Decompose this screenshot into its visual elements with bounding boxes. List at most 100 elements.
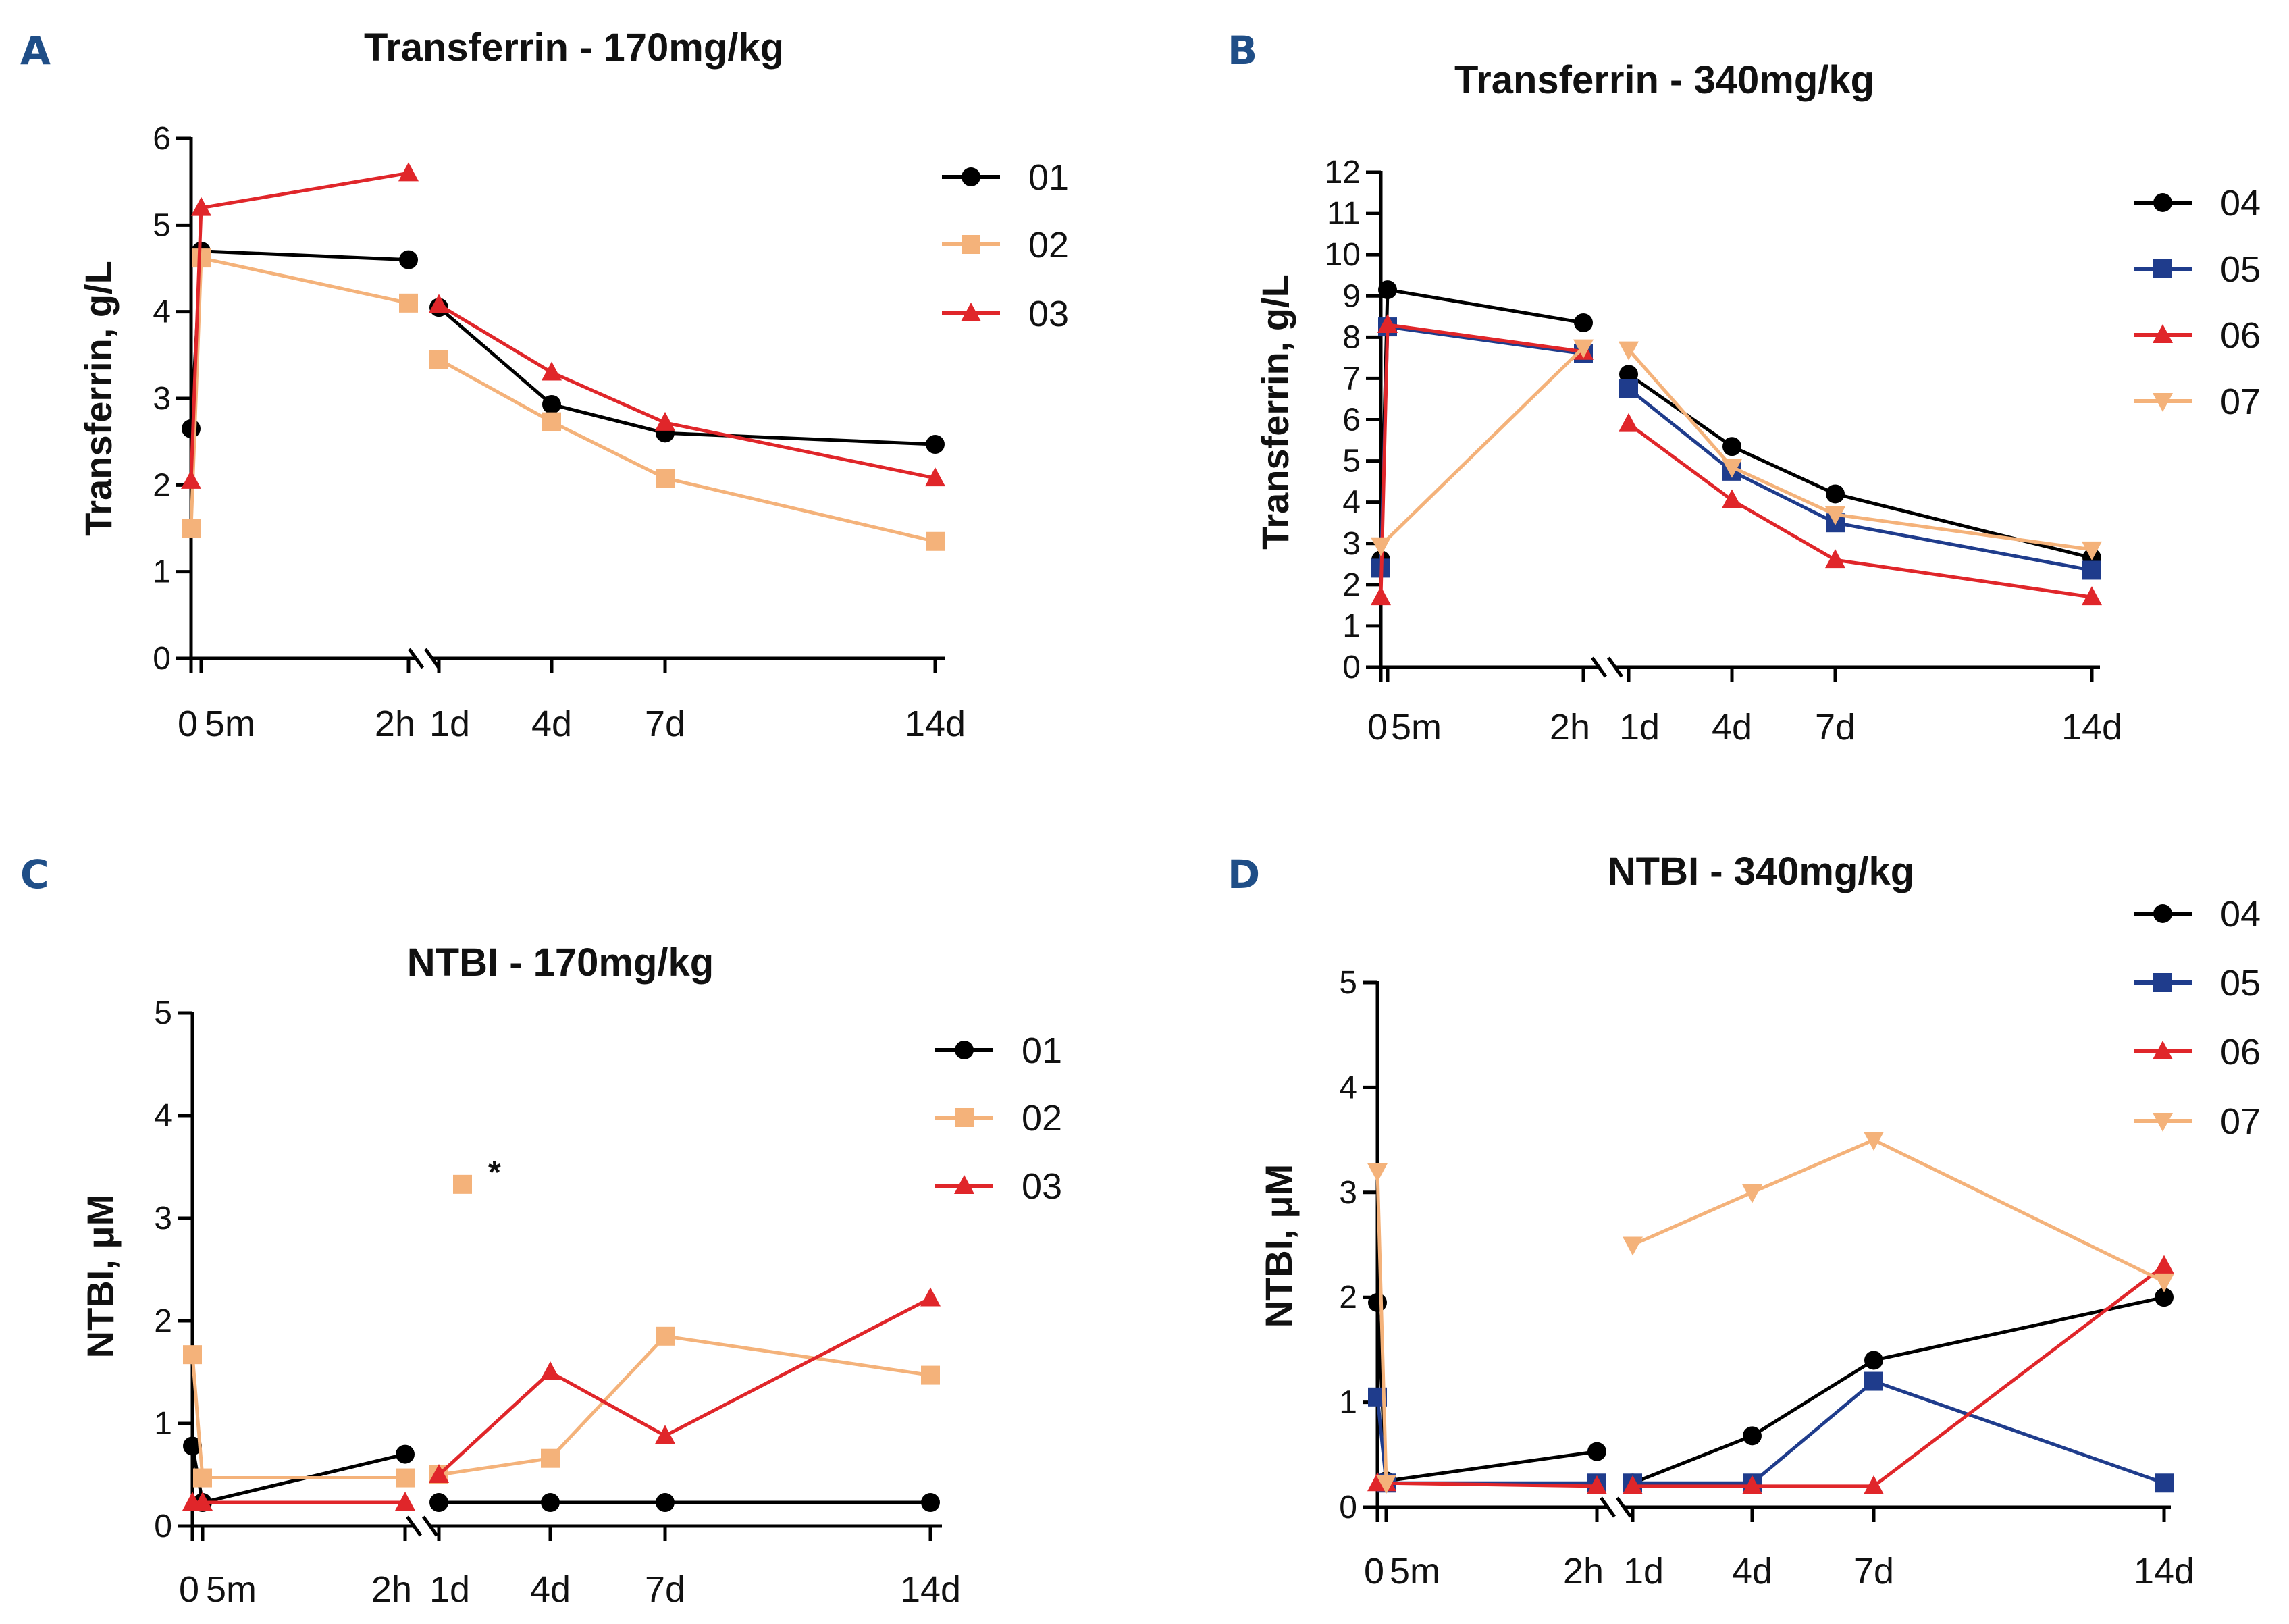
data-point-03 [920, 1287, 941, 1307]
data-point-07 [1367, 1163, 1388, 1182]
data-point-04 [1619, 365, 1638, 384]
x-tick-label: 0 [1364, 1551, 1384, 1592]
legend-marker [2153, 324, 2173, 343]
data-point-02 [656, 1326, 675, 1346]
x-tick-label: 14d [905, 704, 966, 744]
series-06 [1367, 1255, 2174, 1494]
y-tick-label: 0 [1342, 650, 1361, 685]
series-line-04 [1375, 1302, 1598, 1483]
data-point-07 [2154, 1273, 2174, 1292]
legend-marker [2153, 1113, 2173, 1132]
series-line-02 [438, 358, 936, 544]
data-point-02 [542, 412, 561, 431]
data-point-04 [1864, 1351, 1883, 1370]
legend-label: 07 [2220, 382, 2261, 422]
y-tick-label: 4 [1339, 1070, 1357, 1105]
data-point-02 [926, 531, 945, 551]
legend-label: 05 [2220, 249, 2261, 290]
data-point-04 [1743, 1426, 1762, 1446]
y-tick-label: 4 [1342, 485, 1361, 521]
y-tick-label: 3 [153, 381, 171, 417]
data-point-07 [1573, 339, 1594, 359]
series-line-04 [1632, 1295, 2165, 1485]
data-point-01 [183, 1436, 202, 1456]
legend-marker [954, 1175, 974, 1194]
legend-item-04: 04 [2134, 894, 2261, 935]
x-tick-label: 2h [1550, 707, 1590, 748]
y-tick-label: 0 [154, 1509, 172, 1544]
x-tick-label: 5m [1391, 707, 1442, 748]
data-point-01 [542, 394, 561, 414]
legend-marker [955, 1108, 974, 1127]
y-axis-label: NTBI, μM [1257, 1164, 1300, 1328]
data-point-03 [181, 469, 201, 489]
data-point-01 [396, 1444, 415, 1464]
legend-marker [2153, 1041, 2173, 1059]
y-tick-label: 5 [1342, 444, 1361, 479]
y-tick-label: 1 [1339, 1385, 1357, 1421]
legend-marker [2153, 973, 2172, 992]
x-tick-label: 4d [1732, 1551, 1772, 1592]
y-axis-label: NTBI, μM [79, 1195, 122, 1359]
series-04 [1368, 1288, 2174, 1493]
data-point-07 [1825, 506, 1845, 525]
data-point-06 [1742, 1475, 1762, 1494]
axis-break-mark [423, 648, 441, 669]
y-tick-label: 5 [1339, 965, 1357, 1001]
legend-item-03: 03 [935, 1166, 1062, 1207]
y-tick-label: 0 [1339, 1490, 1357, 1525]
series-07 [1371, 339, 2102, 560]
series-line-02 [189, 256, 409, 529]
y-tick-label: 4 [154, 1098, 172, 1134]
legend-label: 02 [1022, 1098, 1062, 1138]
data-point-04 [1378, 280, 1397, 300]
data-point-03 [925, 467, 945, 487]
chart-title: NTBI - 170mg/kg [407, 941, 714, 985]
axis-break-mark [1615, 1496, 1633, 1518]
data-point-05 [1864, 1371, 1883, 1391]
data-point-03 [429, 294, 449, 313]
data-point-06 [1619, 413, 1639, 432]
data-point-03 [398, 162, 419, 182]
x-tick-label: 14d [2061, 707, 2122, 748]
series-03 [181, 162, 945, 489]
series-line-07 [1379, 346, 1585, 547]
data-point-07 [1371, 537, 1391, 556]
x-tick-label: 4d [1712, 707, 1752, 748]
x-tick-label: 1d [429, 1569, 470, 1610]
series-line-02 [438, 1334, 931, 1477]
data-point-03 [191, 197, 211, 216]
data-point-01 [921, 1493, 940, 1513]
data-point-03 [395, 1492, 415, 1511]
legend-marker [2153, 393, 2173, 412]
series-02 [182, 248, 945, 551]
series-line-01 [190, 1445, 406, 1504]
x-tick-label: 2h [371, 1569, 412, 1610]
y-tick-label: 1 [153, 554, 171, 590]
data-point-02 [541, 1448, 560, 1468]
y-tick-label: 0 [153, 641, 171, 677]
series-line-03 [438, 1296, 932, 1476]
x-tick-label: 1d [429, 704, 470, 744]
legend-item-06: 06 [2134, 1032, 2261, 1072]
x-tick-label: 1d [1623, 1551, 1664, 1592]
x-tick-label: 1d [1619, 707, 1660, 748]
legend-label: 04 [2220, 894, 2261, 935]
x-tick-label: 0 [179, 1569, 199, 1610]
legend-marker [955, 1041, 974, 1059]
y-tick-label: 6 [153, 121, 171, 157]
legend-marker [962, 235, 980, 254]
y-tick-label: 5 [154, 995, 172, 1031]
data-point-07 [1623, 1236, 1643, 1256]
y-tick-label: 2 [1342, 567, 1361, 603]
data-point-07 [1742, 1184, 1762, 1203]
legend-label: 01 [1022, 1030, 1062, 1071]
data-point-02 [656, 469, 675, 488]
legend-label: 06 [2220, 315, 2261, 356]
legend-item-01: 01 [942, 157, 1069, 198]
data-point-06 [2154, 1255, 2174, 1274]
data-point-06 [1825, 549, 1845, 569]
data-point-07 [1864, 1132, 1884, 1151]
series-07 [1367, 1132, 2174, 1494]
